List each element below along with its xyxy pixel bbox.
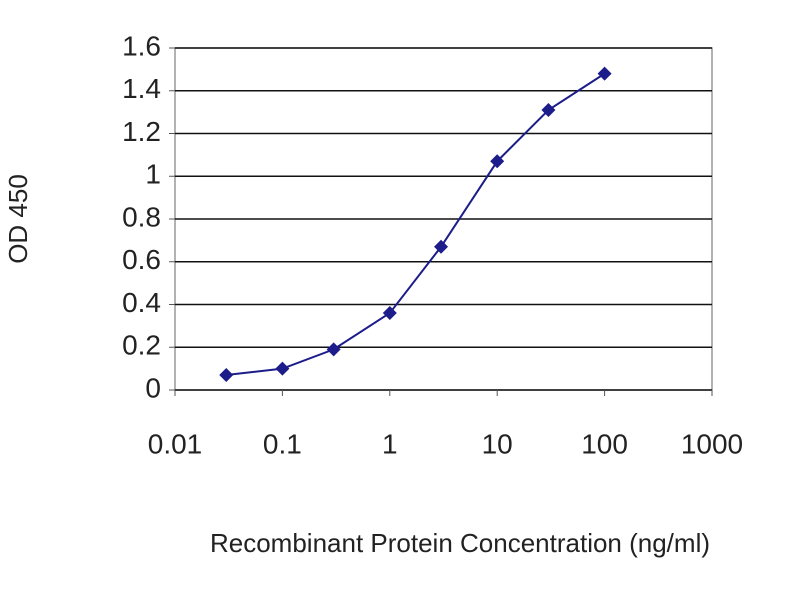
data-point: [597, 66, 612, 81]
data-point: [382, 306, 397, 321]
y-tick-label: 0.8: [122, 201, 161, 232]
y-tick-label: 0.4: [122, 287, 161, 318]
y-tick-label: 1.6: [122, 30, 161, 61]
x-tick-label: 1: [382, 428, 398, 459]
data-point: [434, 239, 449, 254]
x-tick-label: 0.1: [263, 428, 302, 459]
x-tick-label: 1000: [681, 428, 743, 459]
data-point: [275, 361, 290, 376]
x-tick-label: 10: [482, 428, 513, 459]
data-point: [326, 342, 341, 357]
y-tick-label: 0.6: [122, 244, 161, 275]
x-tick-label: 100: [581, 428, 628, 459]
x-tick-label: 0.01: [148, 428, 203, 459]
data-point: [219, 368, 234, 383]
data-point: [541, 102, 556, 117]
data-point: [490, 154, 505, 169]
y-tick-label: 1.2: [122, 116, 161, 147]
y-tick-label: 1.4: [122, 73, 161, 104]
y-tick-label: 0: [145, 372, 161, 403]
x-axis-label: Recombinant Protein Concentration (ng/ml…: [210, 528, 710, 558]
y-tick-label: 1: [145, 159, 161, 190]
y-tick-label: 0.2: [122, 330, 161, 361]
y-axis-label: OD 450: [3, 174, 33, 264]
data-line: [226, 72, 606, 377]
